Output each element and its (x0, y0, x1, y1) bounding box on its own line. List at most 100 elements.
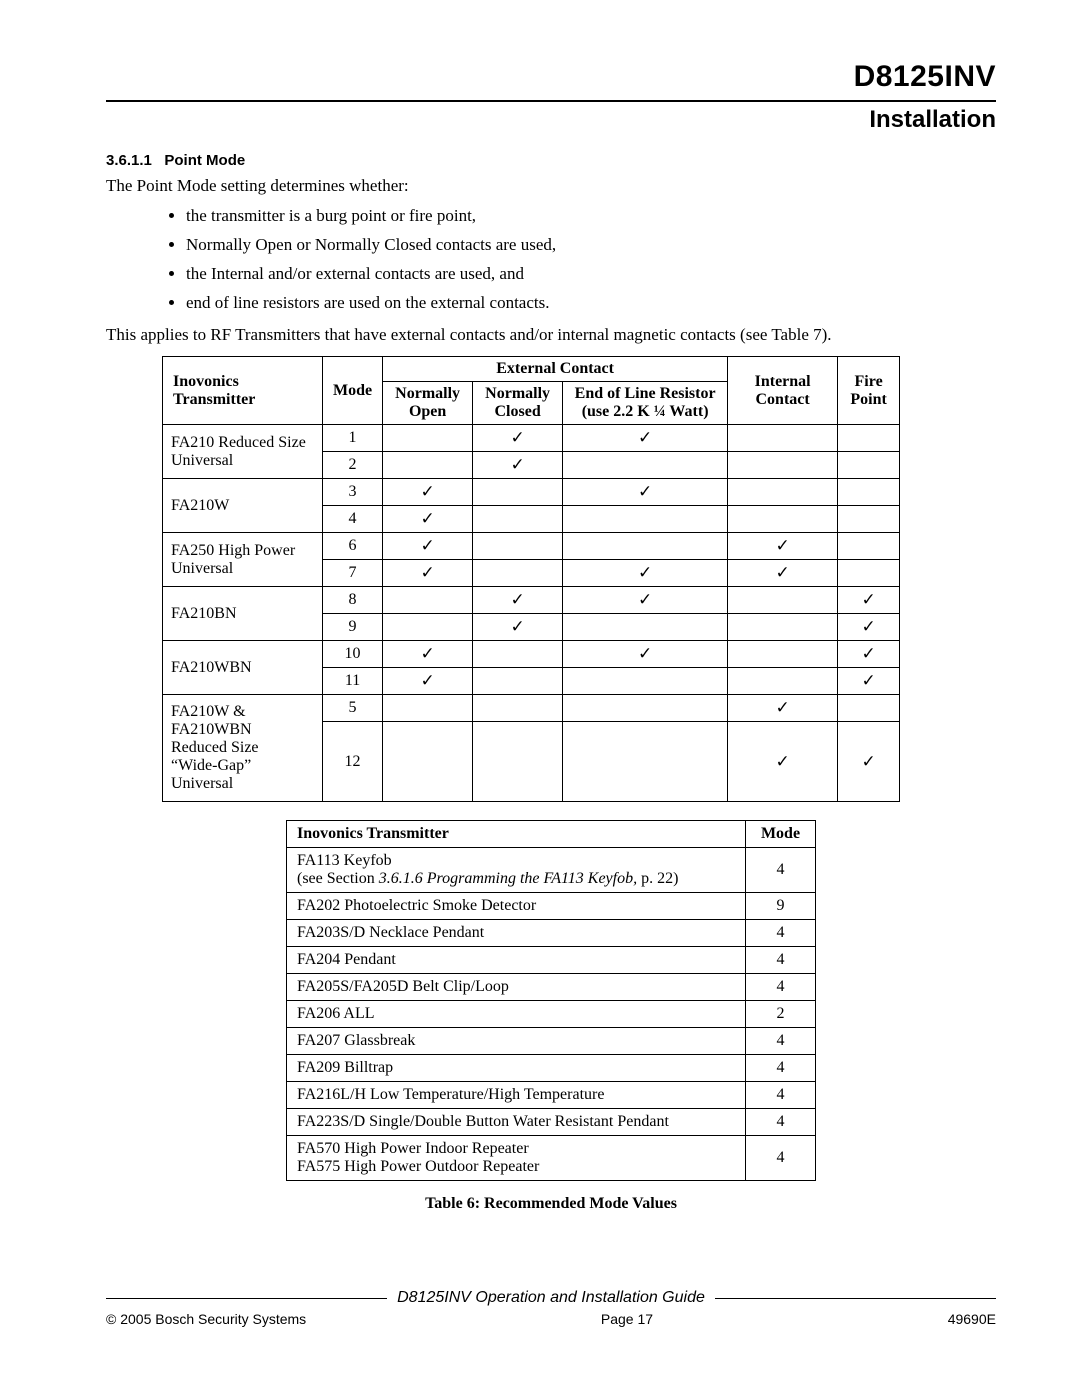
cell-mode: 10 (323, 641, 383, 668)
transmitter-name: FA202 Photoelectric Smoke Detector (287, 893, 746, 920)
cell-mode: 1 (323, 425, 383, 452)
cell-mode: 5 (323, 695, 383, 722)
cell-ic (728, 506, 838, 533)
subsection-number: 3.6.1.1 (106, 152, 152, 169)
cell-fp (838, 425, 900, 452)
cell-ic (728, 479, 838, 506)
th-eol-l2: (use 2.2 K ¼ Watt) (582, 403, 709, 420)
header-rule (106, 100, 996, 102)
th-external-contact: External Contact (383, 357, 728, 382)
th-fire-point: Fire Point (838, 357, 900, 425)
mode-value: 4 (746, 1028, 816, 1055)
cell-eol (563, 506, 728, 533)
cell-no (383, 425, 473, 452)
cell-no: ✓ (383, 506, 473, 533)
cell-fp: ✓ (838, 722, 900, 802)
cell-mode: 11 (323, 668, 383, 695)
transmitter-name: FA210 Reduced Size Universal (163, 425, 323, 479)
cell-ic: ✓ (728, 695, 838, 722)
list-item: end of line resistors are used on the ex… (186, 289, 996, 318)
cell-fp (838, 533, 900, 560)
cell-eol: ✓ (563, 425, 728, 452)
cell-fp: ✓ (838, 587, 900, 614)
doc-number: 49690E (948, 1311, 996, 1327)
th-eol-l1: End of Line Resistor (575, 385, 716, 402)
mode-value: 4 (746, 1055, 816, 1082)
list-item: the transmitter is a burg point or fire … (186, 202, 996, 231)
page-number: Page 17 (601, 1311, 653, 1327)
cell-no: ✓ (383, 641, 473, 668)
cell-nc (473, 668, 563, 695)
bullet-list: the transmitter is a burg point or fire … (106, 202, 996, 318)
transmitter-name: FA210BN (163, 587, 323, 641)
cell-eol (563, 722, 728, 802)
footer-rule-left (106, 1298, 387, 1299)
cell-fp (838, 506, 900, 533)
applies-text: This applies to RF Transmitters that hav… (106, 324, 996, 347)
table-caption: Table 6: Recommended Mode Values (106, 1195, 996, 1213)
mode-value: 4 (746, 974, 816, 1001)
cell-nc (473, 560, 563, 587)
cell-eol (563, 668, 728, 695)
list-item: the Internal and/or external contacts ar… (186, 260, 996, 289)
th-transmitter: Inovonics Transmitter (163, 357, 323, 425)
cell-eol (563, 614, 728, 641)
subsection-title: Point Mode (164, 152, 245, 169)
cell-no (383, 614, 473, 641)
cell-mode: 7 (323, 560, 383, 587)
cell-ic (728, 587, 838, 614)
subsection-heading: 3.6.1.1 Point Mode (106, 152, 996, 169)
section-title: Installation (106, 106, 996, 134)
transmitter-name: FA113 Keyfob(see Section 3.6.1.6 Program… (287, 848, 746, 893)
footer-rule-right (715, 1298, 996, 1299)
cell-fp: ✓ (838, 614, 900, 641)
th-internal-contact: Internal Contact (728, 357, 838, 425)
cell-fp (838, 695, 900, 722)
th-mode: Mode (323, 357, 383, 425)
th-normally-open: Normally Open (383, 382, 473, 425)
cell-ic (728, 614, 838, 641)
page-footer: D8125INV Operation and Installation Guid… (106, 1289, 996, 1327)
mode-value: 4 (746, 947, 816, 974)
mode-value: 4 (746, 1109, 816, 1136)
cell-eol (563, 452, 728, 479)
cell-eol: ✓ (563, 641, 728, 668)
cell-nc (473, 533, 563, 560)
cell-nc: ✓ (473, 452, 563, 479)
copyright-text: © 2005 Bosch Security Systems (106, 1311, 306, 1327)
cell-nc (473, 641, 563, 668)
cell-ic: ✓ (728, 722, 838, 802)
cell-no (383, 587, 473, 614)
transmitter-name: FA207 Glassbreak (287, 1028, 746, 1055)
cell-fp: ✓ (838, 641, 900, 668)
cell-eol (563, 695, 728, 722)
mode-value: 4 (746, 1082, 816, 1109)
mode-value: 4 (746, 920, 816, 947)
cell-eol (563, 533, 728, 560)
cell-nc: ✓ (473, 587, 563, 614)
cell-ic (728, 668, 838, 695)
cell-nc (473, 506, 563, 533)
mode-value: 2 (746, 1001, 816, 1028)
cell-mode: 2 (323, 452, 383, 479)
cell-no: ✓ (383, 668, 473, 695)
cell-mode: 12 (323, 722, 383, 802)
cell-no (383, 452, 473, 479)
transmitter-name: FA210W &FA210WBNReduced Size“Wide-Gap”Un… (163, 695, 323, 802)
cell-fp (838, 479, 900, 506)
transmitter-name: FA209 Billtrap (287, 1055, 746, 1082)
transmitter-name: FA570 High Power Indoor RepeaterFA575 Hi… (287, 1136, 746, 1181)
transmitter-name: FA250 High Power Universal (163, 533, 323, 587)
th-eol-resistor: End of Line Resistor (use 2.2 K ¼ Watt) (563, 382, 728, 425)
cell-nc (473, 695, 563, 722)
cell-no: ✓ (383, 560, 473, 587)
th-transmitter: Inovonics Transmitter (287, 821, 746, 848)
th-normally-closed: Normally Closed (473, 382, 563, 425)
cell-no: ✓ (383, 479, 473, 506)
cell-no (383, 722, 473, 802)
cell-ic: ✓ (728, 560, 838, 587)
cell-fp: ✓ (838, 668, 900, 695)
cell-nc (473, 722, 563, 802)
transmitter-name: FA216L/H Low Temperature/High Temperatur… (287, 1082, 746, 1109)
mode-value: 9 (746, 893, 816, 920)
